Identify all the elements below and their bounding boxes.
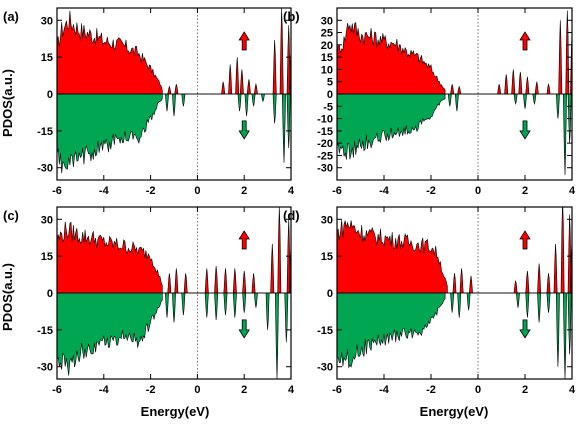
y-tick-label: 20 bbox=[321, 40, 333, 52]
x-tick-label: 0 bbox=[475, 384, 481, 396]
x-tick-label: 0 bbox=[475, 185, 481, 197]
y-tick-label: -5 bbox=[323, 101, 333, 113]
spin-up-arrow-icon bbox=[519, 31, 531, 51]
y-tick-label: -15 bbox=[37, 325, 53, 337]
spin-down-area bbox=[57, 292, 291, 379]
spin-down-arrow-icon bbox=[238, 120, 250, 140]
x-tick-label: -6 bbox=[332, 384, 342, 396]
x-tick-label: 0 bbox=[194, 384, 200, 396]
y-tick-label: -30 bbox=[317, 163, 333, 175]
x-tick-label: 2 bbox=[241, 185, 247, 197]
spin-up-arrow-icon bbox=[238, 31, 250, 51]
spin-down-arrow-icon bbox=[238, 319, 250, 339]
x-tick-label: -2 bbox=[146, 185, 156, 197]
plot-area bbox=[337, 207, 572, 379]
spin-up-area bbox=[337, 207, 572, 294]
y-tick-label: 0 bbox=[327, 89, 333, 101]
y-tick-label: 15 bbox=[321, 251, 333, 263]
spin-down-area bbox=[57, 93, 291, 174]
x-tick-label: 4 bbox=[569, 185, 576, 197]
y-tick-label: 5 bbox=[327, 77, 333, 89]
plot-area bbox=[57, 8, 291, 174]
x-tick-label: 4 bbox=[288, 384, 295, 396]
y-axis-title-bottom: PDOS(a.u.) bbox=[0, 263, 15, 331]
y-tick-label: 30 bbox=[321, 15, 333, 27]
y-tick-label: -30 bbox=[37, 362, 53, 374]
y-tick-label: 10 bbox=[321, 64, 333, 76]
y-tick-label: -30 bbox=[317, 362, 333, 374]
spin-down-area bbox=[337, 292, 572, 379]
x-tick-label: 4 bbox=[288, 185, 295, 197]
x-tick-label: -2 bbox=[146, 384, 156, 396]
x-axis-title-left: Energy(eV) bbox=[141, 404, 210, 419]
panel-2: -6 -4 -2 0 2 4302520151050-5-10-15-20-25-30(b… bbox=[283, 7, 576, 197]
x-tick-label: -2 bbox=[426, 384, 436, 396]
x-tick-label: -4 bbox=[379, 384, 390, 396]
panel-label: (c) bbox=[3, 208, 19, 223]
panel-3: -6 -4 -2 0 2 4 30 15 0 -15 -30 (c) bbox=[3, 206, 295, 396]
panel-label: (d) bbox=[283, 208, 300, 223]
y-tick-label: 15 bbox=[321, 52, 333, 64]
y-tick-label: -20 bbox=[317, 138, 333, 150]
x-tick-label: 2 bbox=[241, 384, 247, 396]
x-tick-label: 0 bbox=[194, 185, 200, 197]
y-tick-label: -30 bbox=[37, 163, 53, 175]
x-tick-label: -6 bbox=[332, 185, 342, 197]
y-tick-label: -25 bbox=[317, 150, 333, 162]
y-tick-label: 30 bbox=[321, 214, 333, 226]
plot-area bbox=[337, 10, 572, 176]
spin-down-arrow-icon bbox=[519, 319, 531, 339]
x-tick-label: -4 bbox=[99, 185, 110, 197]
spin-down-area bbox=[337, 93, 572, 176]
panel-4: -6 -4 -2 0 2 4 30 15 0 -15 -30 (d) bbox=[283, 206, 576, 396]
y-tick-label: 30 bbox=[41, 214, 53, 226]
y-axis-title-top: PDOS(a.u.) bbox=[0, 69, 15, 137]
x-tick-label: -6 bbox=[52, 185, 62, 197]
y-tick-label: 0 bbox=[327, 288, 333, 300]
panel-1: -6 -4 -2 0 2 4 30 15 0 -15 -30 (a) bbox=[3, 7, 295, 197]
y-tick-label: 15 bbox=[41, 251, 53, 263]
x-axis-title-right: Energy(eV) bbox=[420, 404, 489, 419]
spin-up-arrow-icon bbox=[519, 230, 531, 250]
y-tick-label: 0 bbox=[47, 288, 53, 300]
y-tick-label: -15 bbox=[317, 126, 333, 138]
y-tick-label: 0 bbox=[47, 89, 53, 101]
y-tick-label: 25 bbox=[321, 28, 333, 40]
y-tick-label: 15 bbox=[41, 52, 53, 64]
spin-up-arrow-icon bbox=[238, 230, 250, 250]
x-tick-label: -6 bbox=[52, 384, 62, 396]
x-tick-label: 2 bbox=[522, 185, 528, 197]
spin-up-area bbox=[57, 8, 291, 95]
y-tick-label: -10 bbox=[317, 114, 333, 126]
y-tick-label: -15 bbox=[37, 126, 53, 138]
spin-down-arrow-icon bbox=[519, 120, 531, 140]
x-tick-label: -4 bbox=[99, 384, 110, 396]
panel-label: (a) bbox=[3, 9, 19, 24]
panel-label: (b) bbox=[283, 9, 300, 24]
x-tick-label: -2 bbox=[426, 185, 436, 197]
spin-up-area bbox=[337, 10, 572, 95]
y-tick-label: -15 bbox=[317, 325, 333, 337]
x-tick-label: 2 bbox=[522, 384, 528, 396]
x-tick-label: 4 bbox=[569, 384, 576, 396]
x-tick-label: -4 bbox=[379, 185, 390, 197]
y-tick-label: 30 bbox=[41, 15, 53, 27]
spin-up-area bbox=[57, 207, 291, 294]
